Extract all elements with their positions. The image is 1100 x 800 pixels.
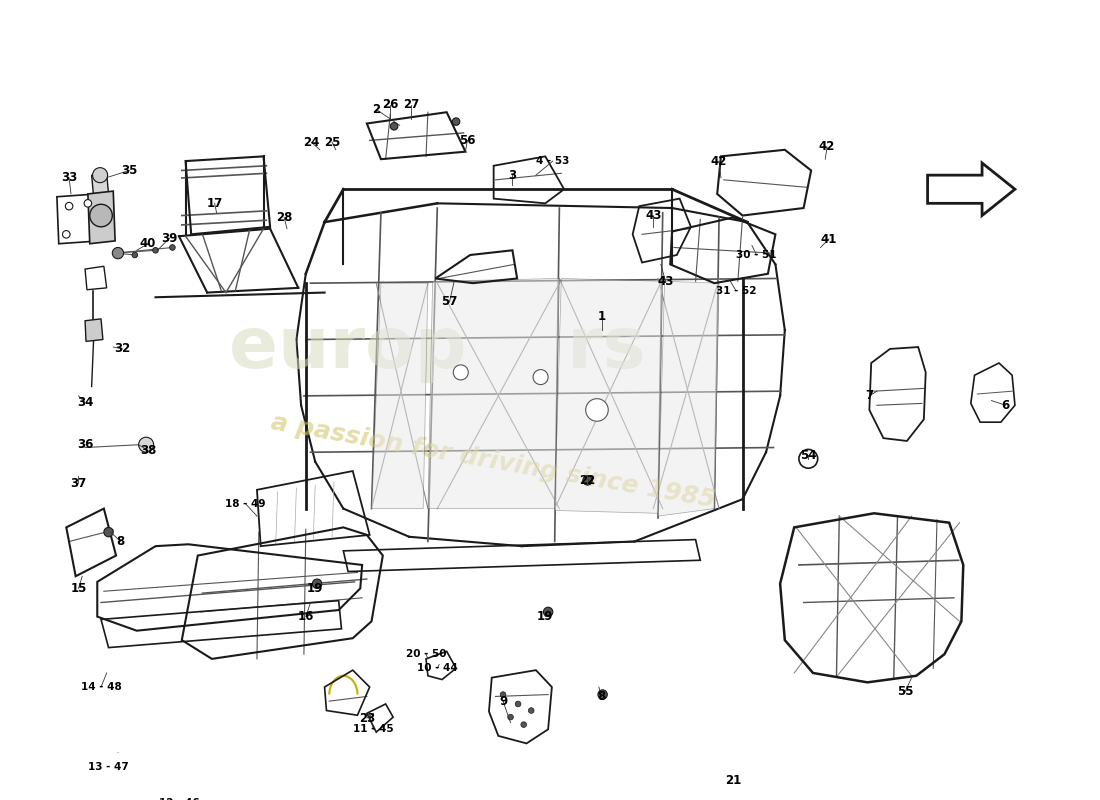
Text: 26: 26 <box>382 98 398 111</box>
Polygon shape <box>85 319 103 342</box>
Text: 18 - 49: 18 - 49 <box>226 499 266 509</box>
Text: 56: 56 <box>459 134 475 147</box>
Text: 23: 23 <box>359 711 375 725</box>
Text: 19: 19 <box>537 610 553 623</box>
Circle shape <box>515 701 521 706</box>
Text: 38: 38 <box>140 444 156 457</box>
Text: 19: 19 <box>307 582 323 595</box>
Polygon shape <box>428 278 560 509</box>
Text: 20 - 50: 20 - 50 <box>406 649 447 659</box>
Circle shape <box>799 450 817 468</box>
Text: 6: 6 <box>1001 398 1010 412</box>
Text: 21: 21 <box>725 774 741 787</box>
Circle shape <box>153 247 158 253</box>
Text: 33: 33 <box>60 171 77 185</box>
Circle shape <box>103 527 113 537</box>
Text: 57: 57 <box>441 295 458 309</box>
Text: europ    rs: europ rs <box>229 314 646 383</box>
Text: 37: 37 <box>70 477 87 490</box>
Text: 43: 43 <box>658 274 673 288</box>
Circle shape <box>312 579 322 589</box>
Polygon shape <box>658 282 719 516</box>
Circle shape <box>521 722 527 727</box>
Text: 35: 35 <box>121 164 138 177</box>
Text: 15: 15 <box>70 582 87 595</box>
Circle shape <box>508 714 514 720</box>
Text: 25: 25 <box>323 136 340 149</box>
Text: 4 - 53: 4 - 53 <box>536 156 570 166</box>
Polygon shape <box>927 163 1015 215</box>
Text: 16: 16 <box>298 610 314 623</box>
Text: 12 - 46: 12 - 46 <box>158 798 199 800</box>
Circle shape <box>112 247 123 258</box>
Text: 55: 55 <box>896 686 913 698</box>
Text: 14 - 48: 14 - 48 <box>80 682 121 692</box>
Text: 31 - 52: 31 - 52 <box>716 286 756 296</box>
Polygon shape <box>372 283 428 509</box>
Text: 22: 22 <box>580 474 596 487</box>
Text: 30 - 51: 30 - 51 <box>736 250 777 260</box>
Circle shape <box>63 230 70 238</box>
Circle shape <box>92 168 108 182</box>
Text: 24: 24 <box>304 136 320 149</box>
Text: 42: 42 <box>818 141 835 154</box>
Circle shape <box>543 607 553 617</box>
Circle shape <box>528 708 534 714</box>
Circle shape <box>132 252 138 258</box>
Text: 3: 3 <box>508 169 517 182</box>
Text: 1: 1 <box>597 310 606 322</box>
Text: 17: 17 <box>207 197 223 210</box>
Circle shape <box>169 245 175 250</box>
Circle shape <box>452 118 460 126</box>
Text: 27: 27 <box>403 98 419 111</box>
Text: 13 - 47: 13 - 47 <box>88 762 129 772</box>
Polygon shape <box>88 191 116 244</box>
Circle shape <box>585 398 608 422</box>
Text: 34: 34 <box>77 396 94 409</box>
Circle shape <box>65 202 73 210</box>
Text: 41: 41 <box>821 233 837 246</box>
Text: 28: 28 <box>276 211 293 224</box>
Circle shape <box>598 690 607 699</box>
Text: 42: 42 <box>711 154 727 167</box>
Text: 39: 39 <box>162 231 178 245</box>
Circle shape <box>390 122 398 130</box>
Text: 10 - 44: 10 - 44 <box>417 663 458 674</box>
Text: 40: 40 <box>140 238 156 250</box>
Text: 9: 9 <box>499 694 507 708</box>
Polygon shape <box>91 174 109 196</box>
Text: 11 - 45: 11 - 45 <box>353 724 394 734</box>
Text: 36: 36 <box>77 438 94 451</box>
Circle shape <box>84 199 91 207</box>
Text: a passion for driving since 1985: a passion for driving since 1985 <box>270 410 718 513</box>
Text: 7: 7 <box>866 390 873 402</box>
Circle shape <box>583 476 592 485</box>
Circle shape <box>534 370 548 385</box>
Circle shape <box>500 692 506 698</box>
Text: 54: 54 <box>800 449 816 462</box>
Text: 8: 8 <box>597 690 606 703</box>
Circle shape <box>90 204 112 227</box>
Text: 2: 2 <box>372 103 381 116</box>
Circle shape <box>139 438 154 452</box>
Text: 43: 43 <box>645 209 661 222</box>
Text: 8: 8 <box>117 535 125 548</box>
Circle shape <box>453 365 469 380</box>
Text: 32: 32 <box>114 342 131 355</box>
Polygon shape <box>554 278 662 514</box>
